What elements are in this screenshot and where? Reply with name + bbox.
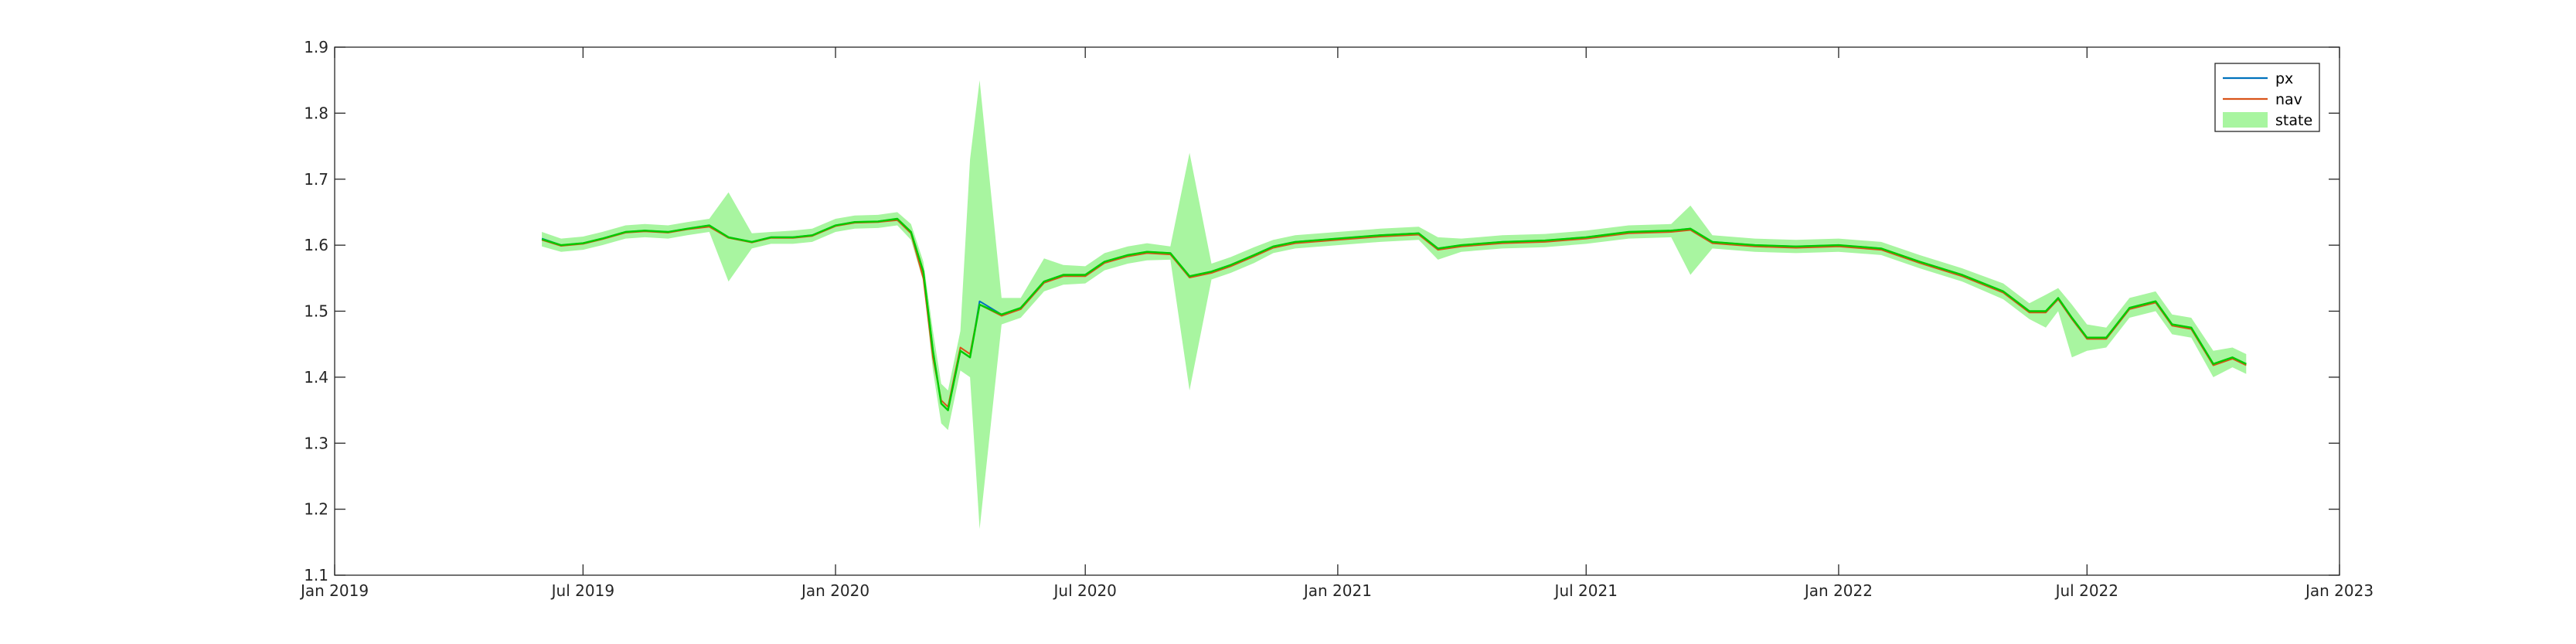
x-tick-label: Jan 2023 [2304,581,2374,600]
series-layer [541,217,2247,411]
legend-px-label: px [2275,70,2293,87]
y-tick-label: 1.3 [304,434,328,452]
y-tick-label: 1.4 [304,368,328,387]
x-tick-label: Jan 2019 [299,581,369,600]
x-tick-label: Jul 2022 [2054,581,2118,600]
ticks-layer: 1.1 1.2 1.3 1.4 1.5 1.6 1.7 1.8 1.9 Jan 2019 Jul 2… [299,38,2374,600]
y-tick-label: 1.9 [304,38,328,56]
series-nav-line [541,219,2247,408]
state-band [542,80,2247,530]
series-px-line [541,218,2247,411]
legend-state-swatch [2223,112,2268,128]
y-tick-label: 1.5 [304,302,328,321]
x-tick-label: Jan 2021 [1302,581,1372,600]
x-tick-label: Jan 2020 [800,581,869,600]
x-tick-label: Jul 2019 [550,581,614,600]
legend-nav-label: nav [2275,91,2302,108]
x-tick-label: Jul 2020 [1053,581,1117,600]
y-tick-label: 1.1 [304,566,328,584]
y-tick-label: 1.8 [304,104,328,122]
x-tick-label: Jan 2022 [1803,581,1873,600]
legend[interactable]: px nav state [2214,63,2320,132]
y-tick-label: 1.2 [304,500,328,519]
state-band-layer [542,80,2247,530]
y-tick-label: 1.7 [304,170,328,189]
x-tick-label: Jul 2021 [1553,581,1618,600]
state-center-line [541,217,2247,411]
y-tick-label: 1.6 [304,236,328,254]
legend-state-label: state [2275,112,2312,129]
